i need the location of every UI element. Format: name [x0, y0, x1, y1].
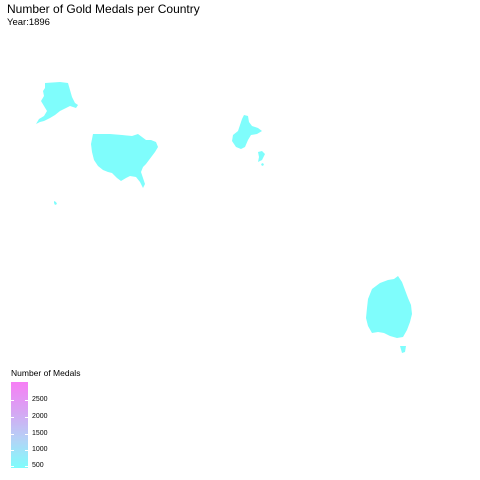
region-contiguous-united-states [91, 134, 158, 188]
region-greece-island-b [261, 163, 264, 166]
legend-tick-mark-1500-right [25, 434, 28, 435]
map-title: Number of Gold Medals per Country [7, 2, 200, 16]
legend-tick-mark-2500-right [25, 400, 28, 401]
region-greece-island-a [258, 151, 265, 162]
legend-tick-label-1500: 1500 [32, 430, 48, 437]
legend-tick-mark-1000-right [25, 450, 28, 451]
legend-title: Number of Medals [11, 368, 81, 378]
region-greece [232, 115, 262, 149]
legend-tick-mark-500 [11, 466, 14, 467]
legend-tick-label-2500: 2500 [32, 396, 48, 403]
legend-tick-mark-2000-right [25, 417, 28, 418]
region-australia [366, 276, 412, 338]
legend-tick-mark-2000 [11, 417, 14, 418]
legend-tick-label-2000: 2000 [32, 413, 48, 420]
legend-color-bar [11, 382, 28, 468]
legend-tick-label-500: 500 [32, 462, 44, 469]
region-alaska [36, 82, 78, 124]
legend-tick-mark-1500 [11, 434, 14, 435]
legend: Number of Medals 2500 2000 1500 1000 500 [11, 368, 121, 472]
legend-tick-mark-1000 [11, 450, 14, 451]
region-tasmania [400, 346, 406, 353]
legend-tick-mark-500-right [25, 466, 28, 467]
map-subtitle: Year:1896 [7, 17, 50, 28]
legend-tick-mark-2500 [11, 400, 14, 401]
legend-tick-label-1000: 1000 [32, 446, 48, 453]
region-hawaii [54, 201, 57, 205]
